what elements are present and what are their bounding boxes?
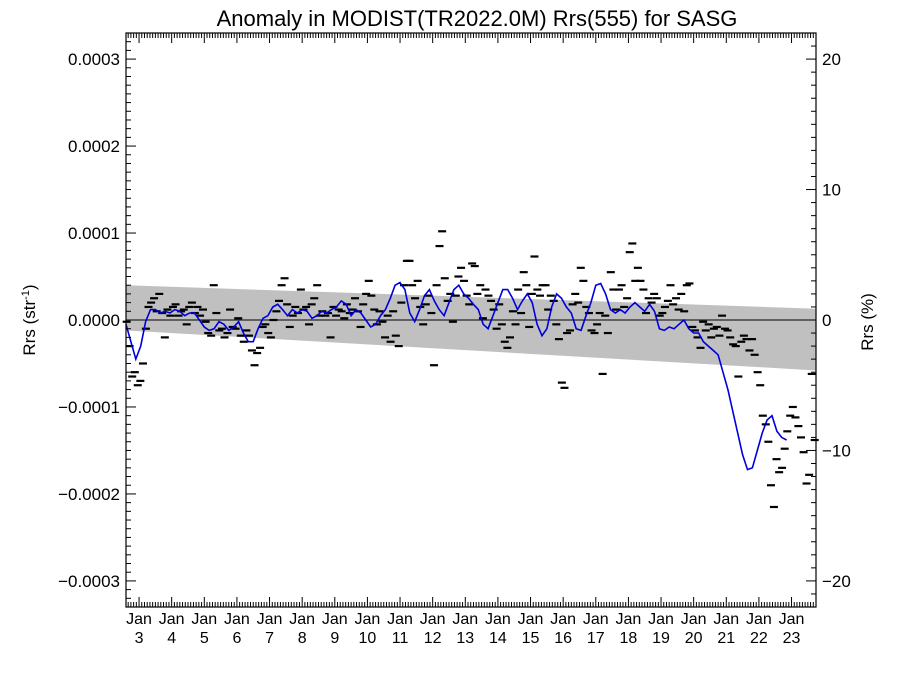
y-tick-label-left: 0.0002 [68, 137, 120, 156]
x-tick-label-year: 16 [554, 630, 572, 647]
y-tick-label-left: 0.0000 [68, 311, 120, 330]
x-tick-label-year: 7 [265, 630, 274, 647]
x-tick-label-month: Jan [355, 611, 381, 628]
x-tick-label-year: 23 [783, 630, 801, 647]
x-tick-label-month: Jan [257, 611, 283, 628]
x-tick-label-year: 5 [200, 630, 209, 647]
x-tick-label-year: 18 [620, 630, 638, 647]
x-tick-label-year: 21 [717, 630, 735, 647]
x-tick-label-year: 15 [522, 630, 540, 647]
x-tick-label-month: Jan [126, 611, 152, 628]
y-axis-label-superscript: -1 [20, 290, 32, 300]
x-tick-label-year: 19 [652, 630, 670, 647]
y-axis-label-right: Rrs (%) [858, 293, 877, 351]
y-tick-label-left: −0.0002 [58, 485, 120, 504]
y-tick-label-left: 0.0001 [68, 224, 120, 243]
x-tick-label-month: Jan [779, 611, 805, 628]
x-tick-label-month: Jan [420, 611, 446, 628]
x-tick-label-year: 6 [232, 630, 241, 647]
x-tick-label-month: Jan [681, 611, 707, 628]
x-tick-label-year: 13 [456, 630, 474, 647]
x-tick-label-month: Jan [616, 611, 642, 628]
y-tick-label-left: −0.0001 [58, 398, 120, 417]
y-tick-label-left: 0.0003 [68, 50, 120, 69]
y-tick-label-right: 10 [822, 181, 841, 200]
x-axis: Jan 3 Jan 4 Jan 5 Jan 6 Jan 7 Jan 8 Jan 9 Jan 10 Jan 11 Ja… [126, 33, 817, 647]
smoothed-anomaly-line [125, 281, 787, 471]
x-tick-label-month: Jan [518, 611, 544, 628]
y-axis-label-main: Rrs (str [20, 300, 39, 356]
y-axis-right: 20 10 0 −10 −20 [806, 32, 851, 608]
x-tick-label-month: Jan [159, 611, 185, 628]
x-tick-label-month: Jan [452, 611, 478, 628]
x-tick-label-year: 12 [424, 630, 442, 647]
x-tick-label-month: Jan [224, 611, 250, 628]
y-axis-label-close: ) [20, 284, 39, 290]
x-tick-label-year: 17 [587, 630, 605, 647]
chart-title: Anomaly in MODIST(TR2022.0M) Rrs(555) fo… [217, 6, 738, 31]
x-tick-label-year: 20 [685, 630, 703, 647]
x-tick-label-year: 22 [750, 630, 768, 647]
y-tick-label-right: 20 [822, 50, 841, 69]
plot-area [122, 230, 819, 509]
y-axis-left: 0.0003 0.0002 0.0001 0.0000 −0.0001 −0.0002 −0… [58, 32, 136, 608]
x-tick-label-year: 4 [167, 630, 176, 647]
x-tick-label-month: Jan [191, 611, 217, 628]
x-tick-label-month: Jan [746, 611, 772, 628]
monthly-anomaly-markers [122, 230, 819, 509]
y-tick-label-right: 0 [822, 311, 831, 330]
x-tick-label-year: 8 [298, 630, 307, 647]
x-tick-label-month: Jan [648, 611, 674, 628]
y-tick-label-right: −20 [822, 572, 851, 591]
x-tick-label-year: 10 [359, 630, 377, 647]
x-tick-label-month: Jan [387, 611, 413, 628]
x-tick-label-month: Jan [550, 611, 576, 628]
x-tick-label-year: 3 [135, 630, 144, 647]
x-tick-label-year: 9 [330, 630, 339, 647]
x-tick-label-month: Jan [713, 611, 739, 628]
x-tick-label-year: 11 [392, 630, 409, 647]
x-tick-label-month: Jan [322, 611, 348, 628]
y-tick-label-right: −10 [822, 441, 851, 460]
x-tick-label-month: Jan [289, 611, 315, 628]
y-axis-label-left: Rrs (str-1) [20, 284, 39, 355]
x-tick-label-year: 14 [489, 630, 507, 647]
y-tick-label-left: −0.0003 [58, 572, 120, 591]
x-tick-label-month: Jan [583, 611, 609, 628]
x-tick-label-month: Jan [485, 611, 511, 628]
